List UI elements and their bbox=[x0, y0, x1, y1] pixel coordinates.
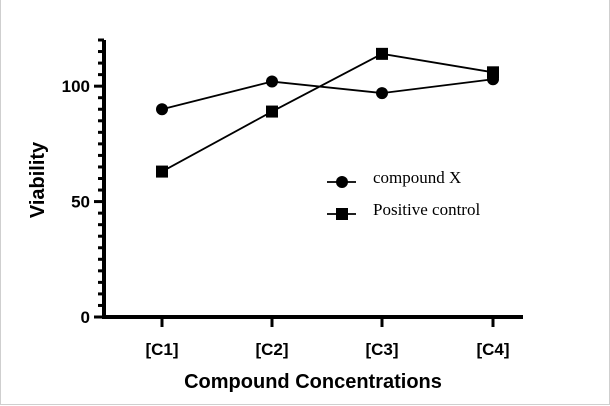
series-line-0 bbox=[161, 78, 494, 111]
y-tick-label: 50 bbox=[71, 193, 90, 212]
x-tick-label: [C3] bbox=[365, 340, 398, 359]
circle-marker bbox=[156, 103, 168, 116]
square-marker bbox=[266, 105, 278, 118]
y-axis-title: Viability bbox=[27, 141, 49, 218]
circle-marker bbox=[376, 87, 388, 100]
x-axis-title: Compound Concentrations bbox=[184, 371, 442, 393]
legend-label: compound X bbox=[373, 168, 461, 187]
series-line-1 bbox=[161, 52, 494, 173]
square-marker bbox=[376, 47, 388, 60]
y-tick-label: 100 bbox=[62, 77, 90, 96]
legend-circle-icon bbox=[336, 176, 348, 188]
x-tick-label: [C1] bbox=[145, 340, 178, 359]
x-tick-label: [C4] bbox=[476, 340, 509, 359]
square-marker bbox=[487, 66, 499, 79]
circle-marker bbox=[266, 75, 278, 88]
x-tick-label: [C2] bbox=[255, 340, 288, 359]
legend-label: Positive control bbox=[373, 200, 480, 219]
y-tick-label: 0 bbox=[81, 308, 90, 327]
square-marker bbox=[156, 165, 168, 178]
legend-square-icon bbox=[336, 208, 348, 220]
